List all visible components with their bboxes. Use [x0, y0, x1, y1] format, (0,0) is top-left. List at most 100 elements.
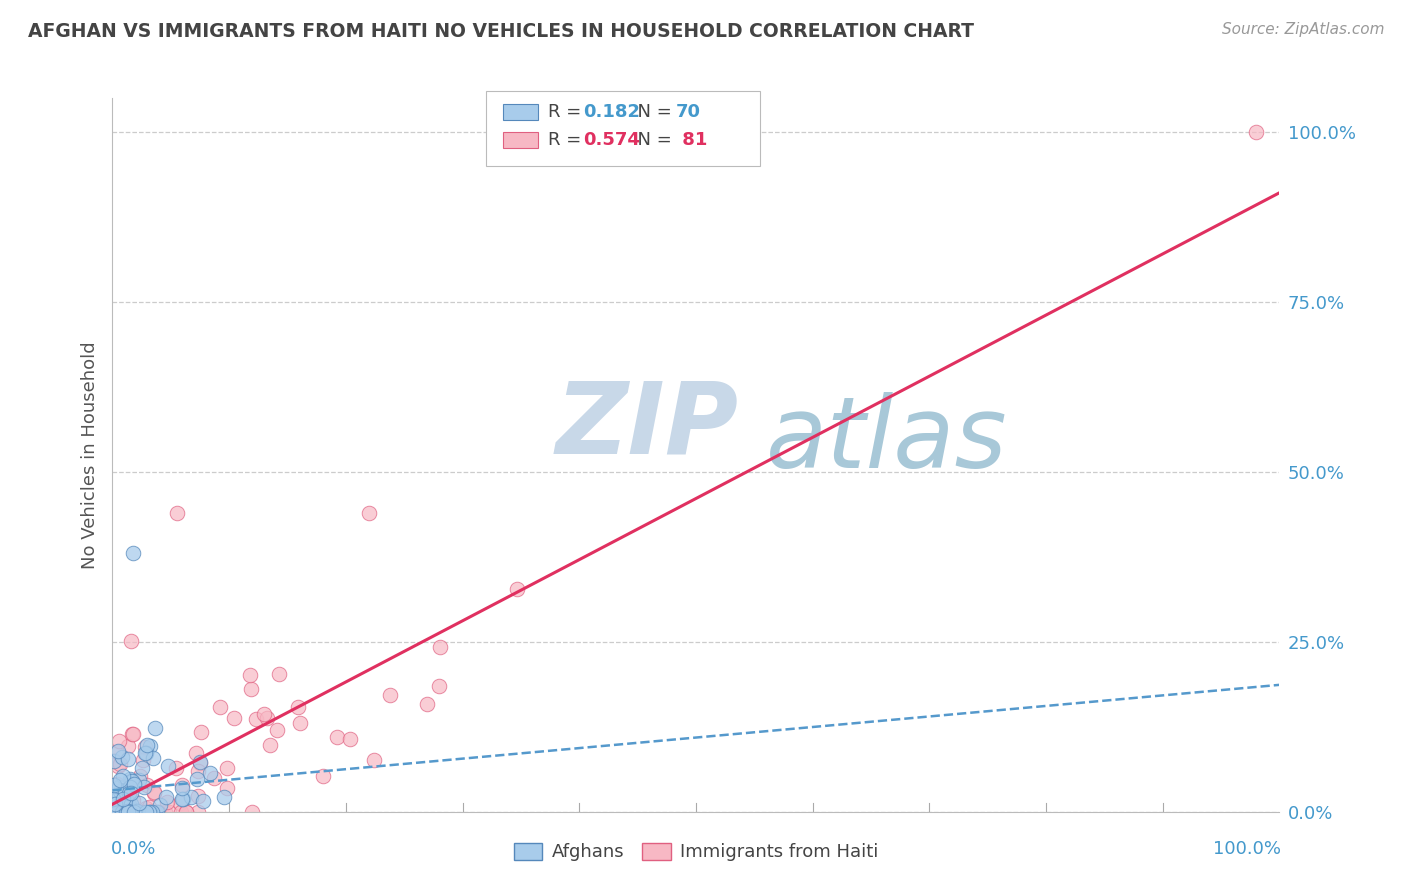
Point [124, 777, 146, 791]
Point [104, 805, 127, 819]
Point [118, 780, 141, 794]
Point [122, 803, 145, 817]
Point [186, 772, 208, 786]
Point [187, 805, 209, 819]
Point [117, 804, 139, 818]
Text: AFGHAN VS IMMIGRANTS FROM HAITI NO VEHICLES IN HOUSEHOLD CORRELATION CHART: AFGHAN VS IMMIGRANTS FROM HAITI NO VEHIC… [28, 22, 974, 41]
Point [120, 774, 142, 789]
Point [104, 805, 127, 819]
Point [121, 773, 143, 788]
FancyBboxPatch shape [503, 103, 538, 120]
Text: 70: 70 [676, 103, 702, 120]
Point [290, 716, 312, 731]
Point [188, 756, 211, 770]
Text: 100.0%: 100.0% [1212, 840, 1281, 858]
Point [117, 805, 139, 819]
Point [121, 793, 143, 807]
Point [117, 805, 139, 819]
Point [259, 738, 281, 752]
Point [115, 805, 138, 819]
Text: 81: 81 [676, 131, 707, 149]
Point [169, 796, 191, 810]
Point [240, 805, 263, 819]
Point [143, 805, 166, 819]
Text: 0.182: 0.182 [582, 103, 640, 120]
Point [266, 723, 288, 737]
Point [105, 777, 128, 791]
Point [148, 805, 170, 819]
Point [155, 805, 177, 819]
Legend: Afghans, Immigrants from Haiti: Afghans, Immigrants from Haiti [505, 834, 887, 871]
Point [187, 789, 209, 803]
Point [312, 769, 335, 783]
Point [101, 792, 124, 806]
Point [128, 796, 150, 810]
Point [170, 780, 193, 795]
Point [156, 759, 179, 773]
Point [149, 798, 172, 813]
Point [111, 805, 134, 819]
Point [212, 790, 235, 805]
Point [118, 786, 141, 800]
Point [325, 731, 347, 745]
Point [108, 787, 131, 801]
Point [103, 754, 125, 768]
Point [174, 805, 197, 819]
Point [111, 750, 134, 764]
Point [110, 805, 132, 819]
Point [111, 805, 134, 819]
Point [253, 707, 276, 722]
Point [117, 739, 139, 754]
Point [172, 792, 194, 806]
Point [122, 805, 145, 819]
Point [134, 746, 156, 760]
Point [188, 756, 211, 770]
Point [142, 751, 165, 765]
Point [122, 804, 145, 818]
Point [138, 805, 160, 819]
Point [118, 772, 141, 787]
Point [166, 506, 188, 520]
Point [120, 786, 142, 800]
Point [120, 797, 142, 811]
Point [239, 682, 262, 697]
Point [193, 794, 215, 808]
Point [115, 805, 138, 819]
Text: R =: R = [548, 103, 586, 120]
Point [115, 795, 138, 809]
Point [239, 668, 262, 682]
Point [103, 805, 125, 819]
Point [215, 781, 238, 796]
Point [115, 796, 138, 810]
Point [120, 805, 142, 819]
Point [107, 733, 129, 747]
Text: R =: R = [548, 131, 586, 149]
Point [121, 805, 143, 819]
Point [224, 711, 246, 725]
Point [114, 805, 136, 819]
Point [105, 805, 128, 819]
Point [124, 805, 146, 819]
Text: N =: N = [626, 103, 678, 120]
Point [170, 805, 193, 819]
Point [108, 780, 131, 794]
Point [129, 769, 152, 783]
Point [132, 753, 155, 767]
Point [165, 761, 187, 775]
Point [108, 805, 131, 819]
Point [112, 769, 135, 783]
Point [120, 633, 142, 648]
Point [114, 805, 136, 819]
Point [121, 727, 143, 741]
Point [135, 805, 157, 819]
Point [142, 785, 165, 799]
Point [128, 773, 150, 788]
Point [131, 805, 153, 819]
Point [104, 805, 127, 819]
Point [107, 744, 129, 758]
Point [427, 679, 450, 693]
Point [112, 792, 135, 806]
Point [202, 771, 225, 785]
Point [157, 805, 180, 819]
Point [131, 760, 153, 774]
